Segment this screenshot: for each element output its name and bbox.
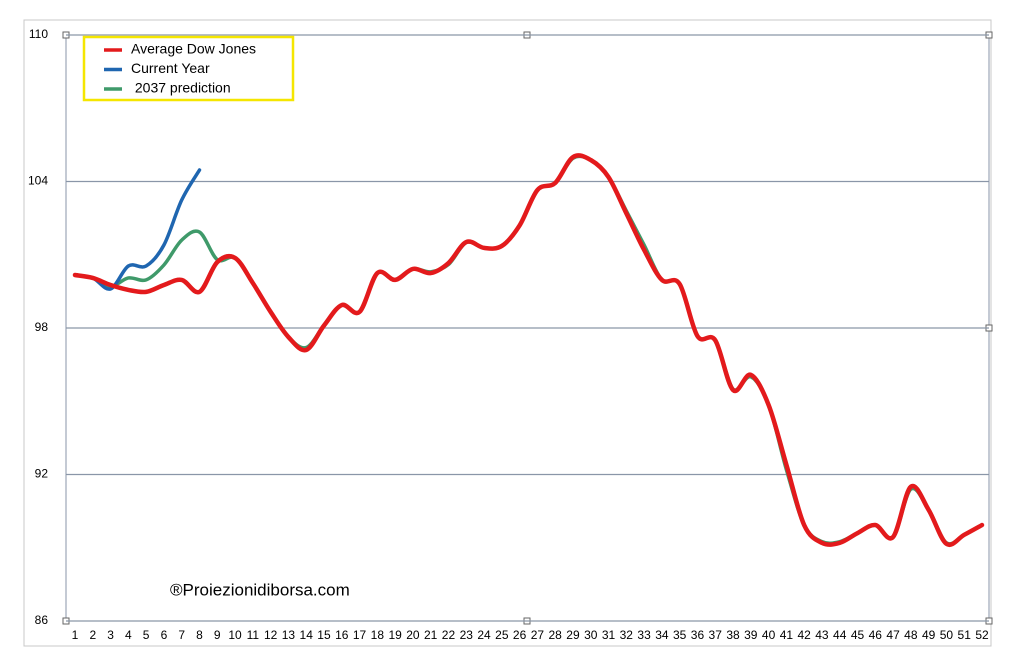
x-tick-label: 15 — [317, 628, 331, 642]
x-tick-label: 21 — [424, 628, 438, 642]
x-tick-label: 8 — [196, 628, 203, 642]
x-tick-label: 26 — [513, 628, 527, 642]
watermark: ®Proiezionidiborsa.com — [170, 580, 350, 599]
x-tick-label: 47 — [886, 628, 900, 642]
x-tick-label: 29 — [566, 628, 580, 642]
x-tick-label: 39 — [744, 628, 758, 642]
x-tick-label: 45 — [851, 628, 865, 642]
grid — [66, 34, 989, 622]
x-tick-label: 31 — [602, 628, 616, 642]
x-tick-label: 9 — [214, 628, 221, 642]
series-line — [73, 168, 202, 291]
x-tick-label: 25 — [495, 628, 509, 642]
y-tick-label: 98 — [35, 320, 49, 334]
y-tick-label: 86 — [35, 613, 49, 627]
x-tick-label: 33 — [637, 628, 651, 642]
x-tick-label: 27 — [531, 628, 545, 642]
x-tick-label: 20 — [406, 628, 420, 642]
x-tick-label: 36 — [691, 628, 705, 642]
x-tick-label: 24 — [477, 628, 491, 642]
x-tick-label: 34 — [655, 628, 669, 642]
x-tick-label: 5 — [143, 628, 150, 642]
x-tick-label: 49 — [922, 628, 936, 642]
series-line — [72, 153, 985, 548]
x-tick-label: 1 — [72, 628, 79, 642]
x-tick-label: 11 — [247, 628, 260, 642]
x-tick-label: 46 — [869, 628, 883, 642]
x-tick-label: 17 — [353, 628, 367, 642]
x-tick-label: 38 — [726, 628, 740, 642]
x-tick-label: 2 — [89, 628, 96, 642]
x-tick-label: 48 — [904, 628, 918, 642]
x-tick-label: 37 — [709, 628, 723, 642]
x-tick-label: 41 — [780, 628, 794, 642]
x-tick-label: 3 — [107, 628, 114, 642]
x-tick-label: 4 — [125, 628, 132, 642]
y-tick-label: 110 — [29, 27, 48, 41]
x-tick-label: 32 — [620, 628, 634, 642]
x-tick-label: 35 — [673, 628, 687, 642]
x-tick-label: 19 — [388, 628, 402, 642]
x-tick-label: 13 — [282, 628, 296, 642]
x-tick-label: 52 — [975, 628, 989, 642]
x-tick-label: 16 — [335, 628, 349, 642]
y-tick-label: 104 — [28, 174, 48, 188]
x-tick-label: 23 — [460, 628, 474, 642]
x-tick-label: 43 — [815, 628, 829, 642]
x-tick-label: 6 — [161, 628, 168, 642]
x-tick-label: 12 — [264, 628, 278, 642]
legend-label: 2037 prediction — [131, 80, 231, 96]
x-tick-label: 44 — [833, 628, 847, 642]
y-tick-label: 92 — [35, 467, 49, 481]
legend-label: Current Year — [131, 60, 210, 76]
x-tick-label: 42 — [797, 628, 811, 642]
series-line — [73, 154, 984, 546]
x-tick-label: 30 — [584, 628, 598, 642]
legend-items: Average Dow Jones Current Year 2037 predi… — [104, 41, 256, 96]
x-tick-label: 7 — [178, 628, 185, 642]
x-tick-label: 10 — [228, 628, 242, 642]
x-tick-label: 51 — [958, 628, 972, 642]
chart-frame — [23, 19, 992, 647]
lines — [72, 153, 985, 548]
x-tick-label: 14 — [300, 628, 314, 642]
x-tick-label: 40 — [762, 628, 776, 642]
x-tick-label: 28 — [548, 628, 562, 642]
x-tick-label: 22 — [442, 628, 456, 642]
x-tick-label: 18 — [371, 628, 385, 642]
legend-label: Average Dow Jones — [131, 41, 256, 57]
x-tick-label: 50 — [940, 628, 954, 642]
